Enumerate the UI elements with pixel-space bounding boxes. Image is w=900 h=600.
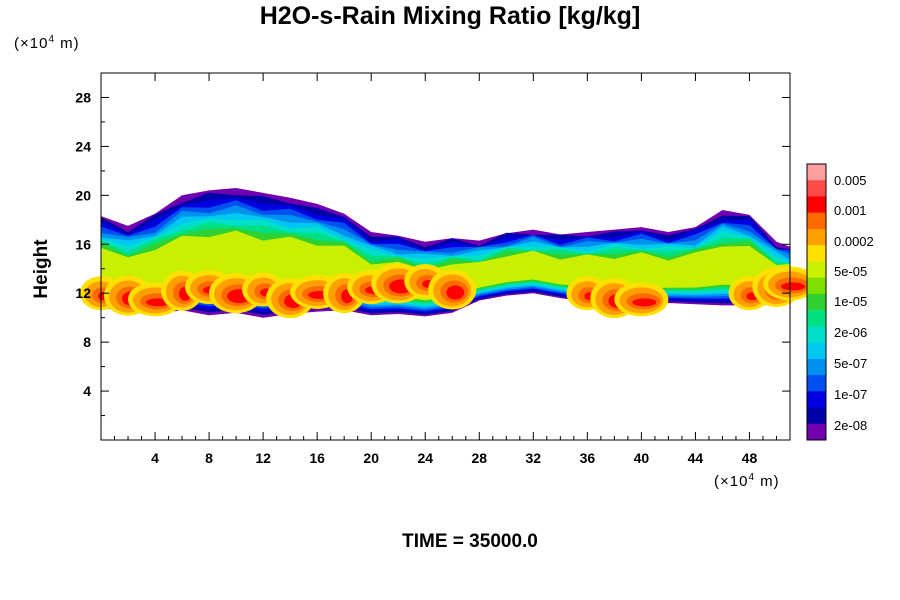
core-band bbox=[446, 285, 465, 300]
colorbar-swatch bbox=[807, 310, 826, 327]
y-tick-label: 12 bbox=[75, 285, 91, 301]
x-unit-suffix: m) bbox=[755, 473, 780, 490]
colorbar-label: 1e-07 bbox=[834, 387, 867, 402]
colorbar-label: 2e-08 bbox=[834, 418, 867, 433]
y-tick-label: 28 bbox=[75, 89, 91, 105]
colorbar-label: 5e-05 bbox=[834, 264, 867, 279]
x-tick-label: 32 bbox=[526, 450, 542, 466]
x-unit-prefix: (×10 bbox=[714, 473, 749, 490]
x-tick-label: 48 bbox=[742, 450, 758, 466]
colorbar-swatch bbox=[807, 277, 826, 295]
colorbar-label: 2e-06 bbox=[834, 325, 867, 340]
colorbar-swatch bbox=[807, 261, 826, 279]
colorbar-swatch bbox=[807, 423, 826, 441]
y-tick-label: 24 bbox=[75, 138, 91, 154]
x-tick-label: 44 bbox=[688, 450, 704, 466]
y-tick-label: 8 bbox=[83, 334, 91, 350]
colorbar-swatch bbox=[807, 407, 826, 425]
colorbar-swatch bbox=[807, 196, 826, 214]
x-tick-label: 28 bbox=[471, 450, 487, 466]
colorbar-swatch bbox=[807, 326, 826, 344]
x-tick-label: 8 bbox=[205, 450, 213, 466]
colorbar-swatch bbox=[807, 245, 826, 262]
colorbar-label: 5e-07 bbox=[834, 356, 867, 371]
x-unit-exponent: 4 bbox=[748, 472, 756, 483]
colorbar-swatch bbox=[807, 212, 826, 230]
colorbar-frame bbox=[806, 163, 827, 441]
y-tick-label: 16 bbox=[75, 236, 91, 252]
core-band bbox=[781, 282, 805, 291]
colorbar-label: 0.0002 bbox=[834, 234, 874, 249]
colorbar-swatch bbox=[807, 391, 826, 409]
x-tick-label: 36 bbox=[580, 450, 596, 466]
colorbar-label: 0.005 bbox=[834, 173, 867, 188]
colorbar: 0.005 0.001 0.0002 5e-05 1e-05 2e-06 5e-07 1e-0… bbox=[806, 163, 874, 441]
chart-title: H2O-s-Rain Mixing Ratio [kg/kg] bbox=[259, 2, 641, 30]
y-unit-suffix: m) bbox=[55, 35, 80, 52]
x-tick-label: 20 bbox=[363, 450, 379, 466]
colorbar-label: 0.001 bbox=[834, 203, 867, 218]
y-unit-prefix: (×10 bbox=[14, 35, 49, 52]
y-unit-exponent: 4 bbox=[48, 34, 56, 45]
x-tick-label: 16 bbox=[309, 450, 325, 466]
x-tick-label: 12 bbox=[255, 450, 271, 466]
y-tick-label: 20 bbox=[75, 187, 91, 203]
x-tick-label: 4 bbox=[151, 450, 159, 466]
colorbar-swatch bbox=[807, 358, 826, 376]
time-label: TIME = 35000.0 bbox=[402, 531, 538, 552]
plot-frame bbox=[100, 72, 791, 441]
x-axis-unit: (×104 m) bbox=[714, 472, 780, 490]
colorbar-label: 1e-05 bbox=[834, 294, 867, 309]
plot-field bbox=[80, 188, 817, 319]
colorbar-swatch bbox=[807, 164, 826, 181]
x-tick-label: 40 bbox=[634, 450, 650, 466]
y-axis-unit: (×104 m) bbox=[14, 34, 80, 52]
core-band bbox=[632, 298, 657, 307]
y-tick-label: 4 bbox=[83, 383, 91, 399]
colorbar-swatch bbox=[807, 293, 826, 311]
colorbar-swatch bbox=[807, 228, 826, 246]
colorbar-swatch bbox=[807, 180, 826, 197]
colorbar-swatch bbox=[807, 342, 826, 360]
x-tick-label: 24 bbox=[417, 450, 433, 466]
colorbar-swatch bbox=[807, 375, 826, 392]
